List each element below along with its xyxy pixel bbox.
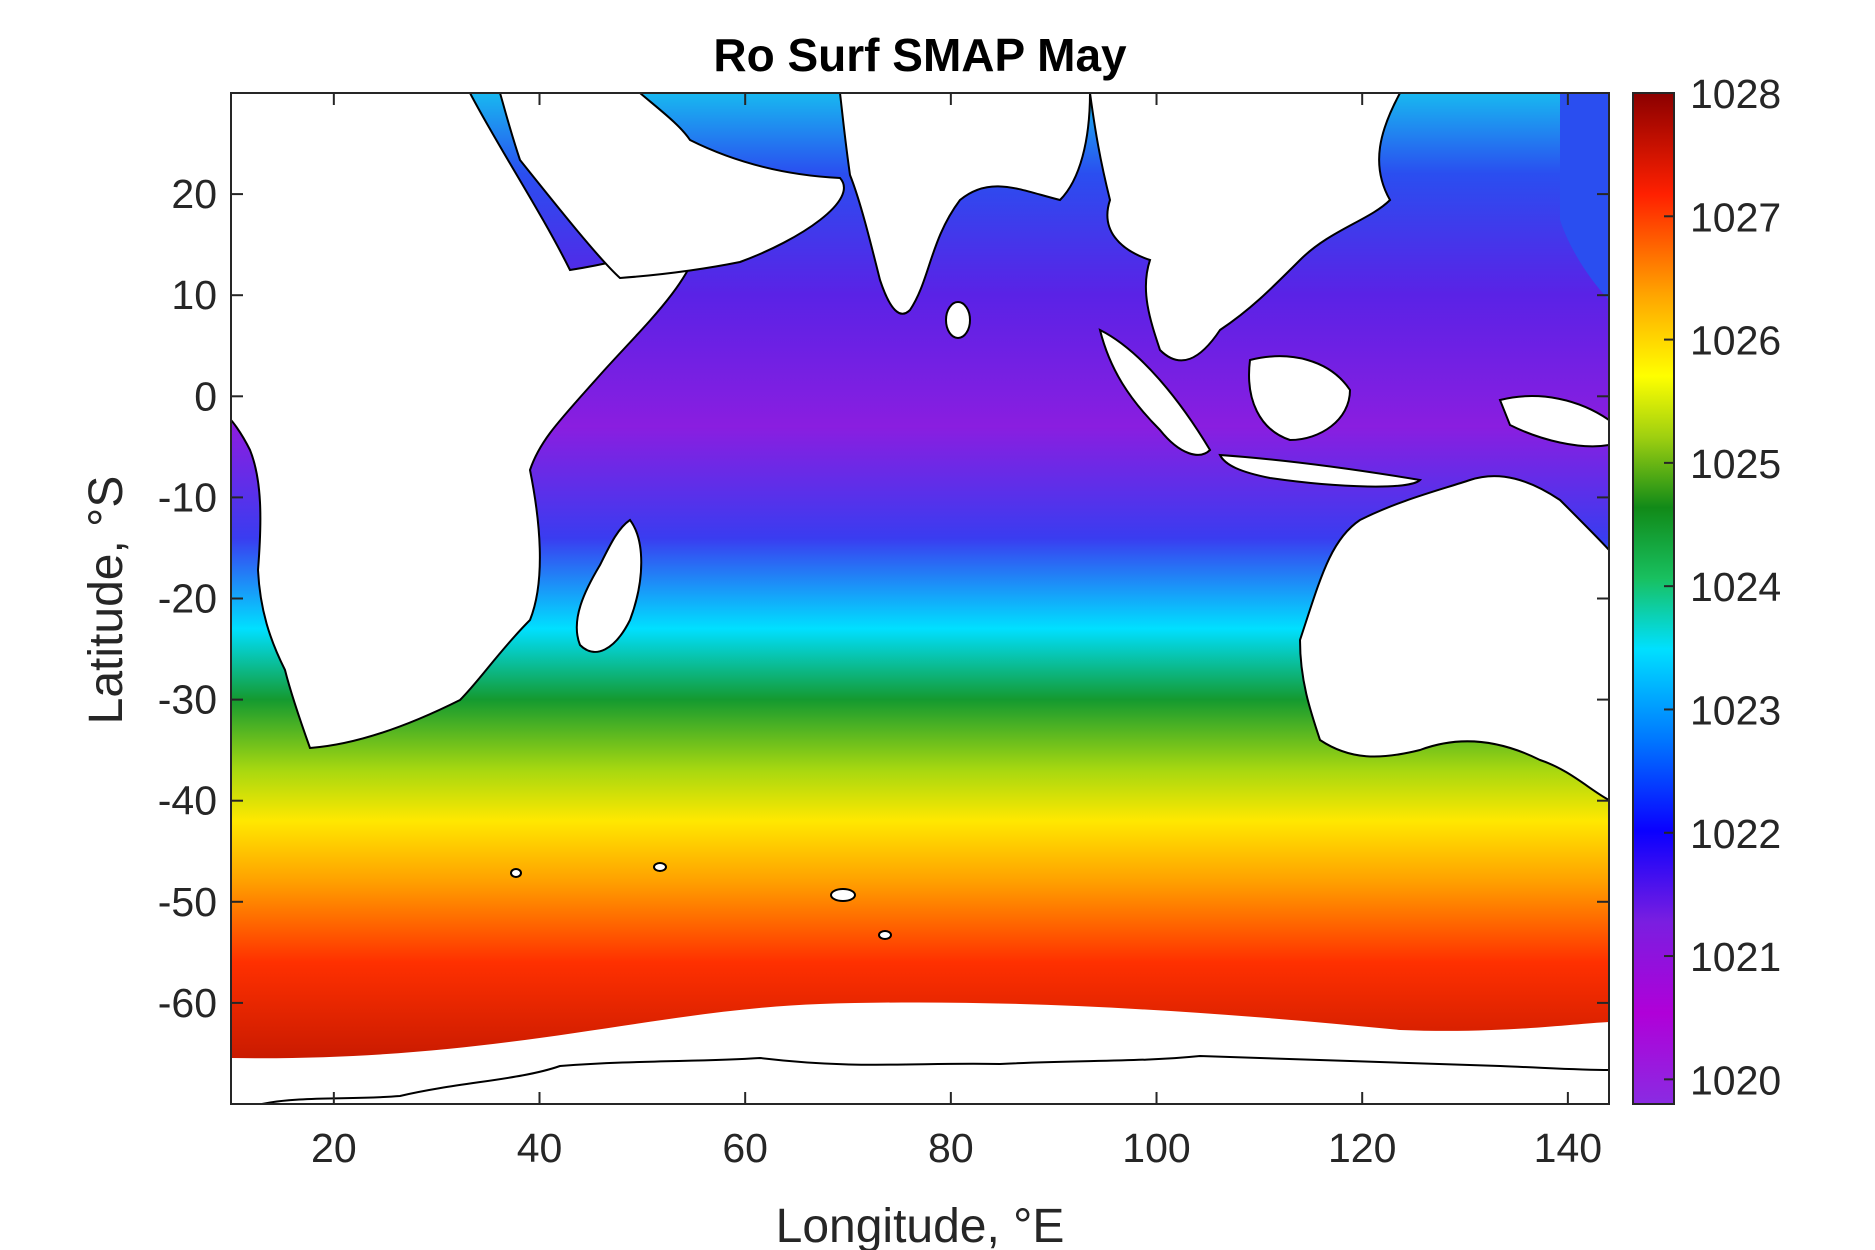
y-tick-label: 0 <box>194 373 217 419</box>
x-axis: 20 40 60 80 100 120 140 <box>311 93 1602 1171</box>
arabia-land <box>498 93 845 280</box>
y-tick-label: 20 <box>171 171 217 217</box>
x-axis-label: Longitude, °E <box>776 1200 1065 1250</box>
new-guinea-land <box>1498 395 1609 448</box>
x-tick-label: 20 <box>311 1125 357 1171</box>
x-tick-label: 80 <box>928 1125 974 1171</box>
india-land <box>838 93 1092 315</box>
pacific-water <box>1560 93 1609 300</box>
y-tick-label: 10 <box>171 272 217 318</box>
colorbar-tick-label: 1026 <box>1690 318 1781 364</box>
sri-lanka-land <box>945 301 971 339</box>
y-tick-label: -20 <box>158 576 217 622</box>
x-tick-label: 120 <box>1328 1125 1396 1171</box>
x-tick-label: 140 <box>1534 1125 1602 1171</box>
colorbar-ticks: 1020 1021 1022 1023 1024 1025 1026 1027 1028 <box>1664 71 1781 1103</box>
kerguelen-island <box>830 888 856 902</box>
heard-island <box>878 930 892 940</box>
colorbar-tick-label: 1025 <box>1690 441 1781 487</box>
y-tick-label: -30 <box>158 677 217 723</box>
marion-island <box>653 862 667 872</box>
antarctica-land <box>231 1002 1609 1104</box>
java-land <box>1218 453 1423 488</box>
colorbar-tick-label: 1022 <box>1690 811 1781 857</box>
colorbar-tick-label: 1023 <box>1690 687 1781 733</box>
colorbar-tick-label: 1020 <box>1690 1057 1781 1103</box>
y-tick-label: -60 <box>158 980 217 1026</box>
madagascar-land <box>575 518 643 653</box>
colorbar-tick-label: 1021 <box>1690 934 1781 980</box>
sumatra-land <box>1098 328 1212 456</box>
x-tick-label: 100 <box>1122 1125 1190 1171</box>
colorbar <box>1632 92 1675 1105</box>
y-tick-label: -50 <box>158 879 217 925</box>
antarctica-coastline <box>261 1054 1609 1104</box>
y-tick-label: -40 <box>158 778 217 824</box>
southeast-asia-land <box>1088 93 1402 362</box>
y-axis: 20 10 0 -10 -20 -30 -40 -50 -60 <box>158 171 1609 1026</box>
x-tick-label: 60 <box>722 1125 768 1171</box>
crozet-island <box>510 868 522 878</box>
colorbar-tick-label: 1028 <box>1690 71 1781 117</box>
borneo-land <box>1248 355 1352 442</box>
colorbar-tick-label: 1024 <box>1690 564 1781 610</box>
plot-area <box>231 93 1609 1104</box>
colorbar-tick-label: 1027 <box>1690 194 1781 240</box>
x-tick-label: 40 <box>517 1125 563 1171</box>
chart-title: Ro Surf SMAP May <box>713 29 1127 81</box>
y-axis-label: Latitude, °S <box>80 476 133 725</box>
y-tick-label: -10 <box>158 474 217 520</box>
